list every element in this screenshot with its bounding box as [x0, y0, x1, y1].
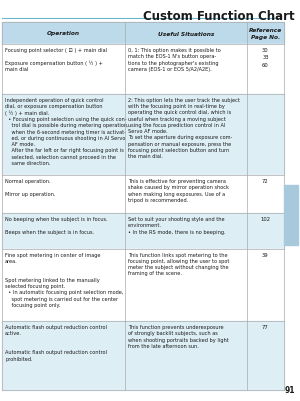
Bar: [2, 94, 125, 175]
Bar: [125, 175, 247, 213]
Text: This function prevents underexposure
of strongly backlit subjects, such as
when : This function prevents underexposure of …: [128, 325, 228, 349]
Bar: [247, 213, 284, 249]
Text: 77: 77: [262, 325, 269, 330]
Bar: [125, 22, 247, 44]
Text: Set to suit your shooting style and the
environment.
• In the RS mode, there is : Set to suit your shooting style and the …: [128, 217, 225, 235]
Bar: [2, 321, 125, 390]
Bar: [2, 175, 125, 213]
Bar: [247, 22, 284, 44]
Bar: [247, 249, 284, 321]
Bar: [2, 22, 125, 44]
Bar: [247, 321, 284, 390]
Text: Operation: Operation: [47, 32, 80, 36]
Bar: [125, 321, 247, 390]
Bar: [125, 94, 247, 175]
Text: Reference
Page No.: Reference Page No.: [249, 28, 282, 40]
Bar: [125, 249, 247, 321]
Text: 72: 72: [262, 179, 269, 184]
Text: 39: 39: [262, 253, 269, 257]
Text: Fine spot metering in center of image
area.


Spot metering linked to the manual: Fine spot metering in center of image ar…: [5, 253, 124, 308]
Text: 2: This option lets the user track the subject
with the focusing point in real-t: 2: This option lets the user track the s…: [128, 98, 239, 159]
Text: No beeping when the subject is in focus.

Beeps when the subject is in focus.: No beeping when the subject is in focus.…: [5, 217, 108, 235]
Text: 91: 91: [284, 386, 295, 395]
Text: Focusing point selector ( ⊡ ) + main dial

Exposure compensation button ( ½ ) +
: Focusing point selector ( ⊡ ) + main dia…: [5, 48, 107, 72]
Text: 0, 1: This option makes it possible to
match the EOS-1 N's button opera-
tions t: 0, 1: This option makes it possible to m…: [128, 48, 220, 72]
Bar: [247, 44, 284, 94]
Text: 102: 102: [260, 217, 271, 222]
Bar: [2, 249, 125, 321]
Bar: [2, 213, 125, 249]
Text: Useful Situations: Useful Situations: [158, 32, 214, 36]
Text: 30
33
60: 30 33 60: [262, 48, 269, 68]
Text: Normal operation.

Mirror up operation.: Normal operation. Mirror up operation.: [5, 179, 55, 196]
Text: Independent operation of quick control
dial, or exposure compensation button
( ½: Independent operation of quick control d…: [5, 98, 129, 166]
Bar: [247, 94, 284, 175]
Text: This is effective for preventing camera
shake caused by mirror operation shock
w: This is effective for preventing camera …: [128, 179, 229, 203]
Bar: [125, 213, 247, 249]
Text: Custom Function Chart: Custom Function Chart: [143, 10, 295, 23]
Bar: [2, 44, 125, 94]
Bar: [284, 185, 298, 245]
Bar: [125, 44, 247, 94]
Bar: [247, 175, 284, 213]
Text: Automatic flash output reduction control
active.


Automatic flash output reduct: Automatic flash output reduction control…: [5, 325, 107, 362]
Text: This function links spot metering to the
focusing point, allowing the user to sp: This function links spot metering to the…: [128, 253, 229, 276]
